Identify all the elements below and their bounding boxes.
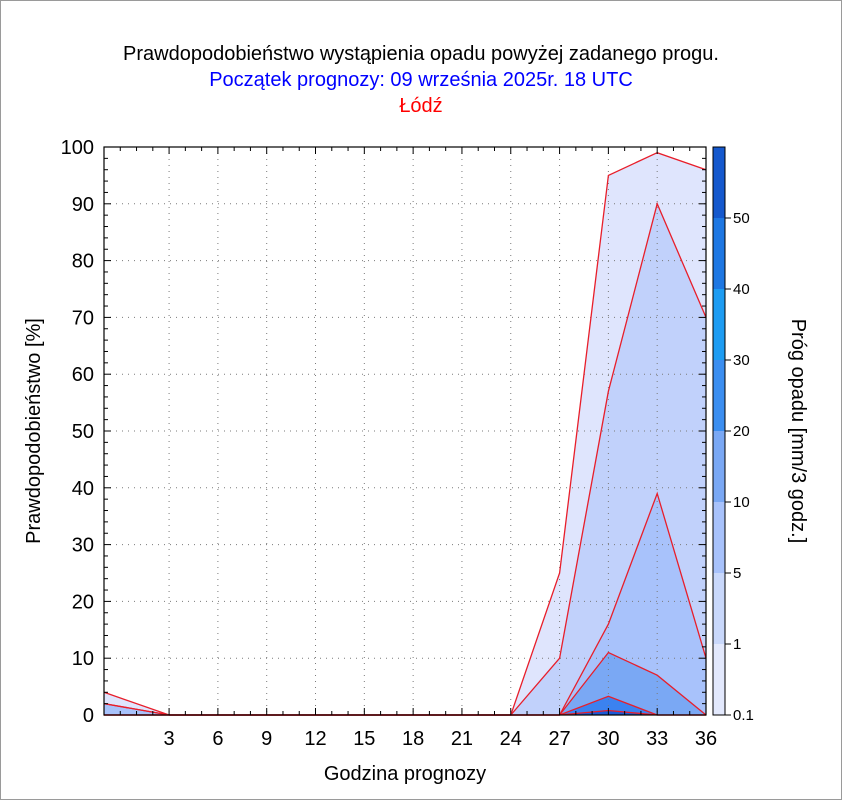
location-label: Łódź	[399, 95, 443, 117]
y-tick-label: 70	[72, 307, 94, 329]
x-tick-label: 27	[548, 728, 570, 750]
x-tick-label: 18	[402, 728, 424, 750]
y-tick-label: 90	[72, 194, 94, 216]
colorbar-tick-label: 1	[733, 636, 741, 653]
colorbar-tick-label: 40	[733, 281, 750, 298]
colorbar-tick-label: 0.1	[733, 707, 754, 724]
colorbar-band	[713, 289, 725, 360]
area-threshold-10	[104, 652, 706, 715]
chart-title: Prawdopodobieństwo wystąpienia opadu pow…	[123, 43, 719, 65]
x-tick-label: 9	[261, 728, 272, 750]
y-tick-label: 40	[72, 478, 94, 500]
colorbar-band	[713, 502, 725, 573]
x-tick-label: 33	[646, 728, 668, 750]
x-tick-label: 21	[451, 728, 473, 750]
x-tick-label: 15	[353, 728, 375, 750]
forecast-start-subtitle: Początek prognozy: 09 września 2025r. 18…	[209, 69, 633, 91]
colorbar-band	[713, 218, 725, 289]
y-tick-label: 10	[72, 648, 94, 670]
colorbar-tick-label: 10	[733, 494, 750, 511]
x-tick-label: 30	[597, 728, 619, 750]
colorbar-band	[713, 573, 725, 644]
colorbar-tick-label: 20	[733, 423, 750, 440]
colorbar-tick-label: 5	[733, 565, 741, 582]
colorbar-tick-label: 50	[733, 210, 750, 227]
x-tick-label: 24	[500, 728, 522, 750]
colorbar-band	[713, 644, 725, 715]
colorbar-label: Próg opadu [mm/3 godz.]	[787, 319, 809, 544]
x-tick-label: 3	[164, 728, 175, 750]
x-tick-label: 12	[304, 728, 326, 750]
y-tick-label: 20	[72, 591, 94, 613]
y-tick-label: 80	[72, 251, 94, 273]
y-tick-label: 50	[72, 421, 94, 443]
y-tick-label: 60	[72, 364, 94, 386]
colorbar-band	[713, 431, 725, 502]
y-axis-label: Prawdopodobieństwo [%]	[23, 318, 45, 544]
y-tick-label: 100	[61, 137, 94, 159]
colorbar-band	[713, 147, 725, 218]
colorbar-band	[713, 360, 725, 431]
y-tick-label: 30	[72, 535, 94, 557]
x-axis-label: Godzina prognozy	[324, 763, 486, 785]
colorbar-tick-label: 30	[733, 352, 750, 369]
x-tick-label: 36	[695, 728, 717, 750]
x-tick-label: 6	[212, 728, 223, 750]
y-tick-label: 0	[83, 705, 94, 727]
